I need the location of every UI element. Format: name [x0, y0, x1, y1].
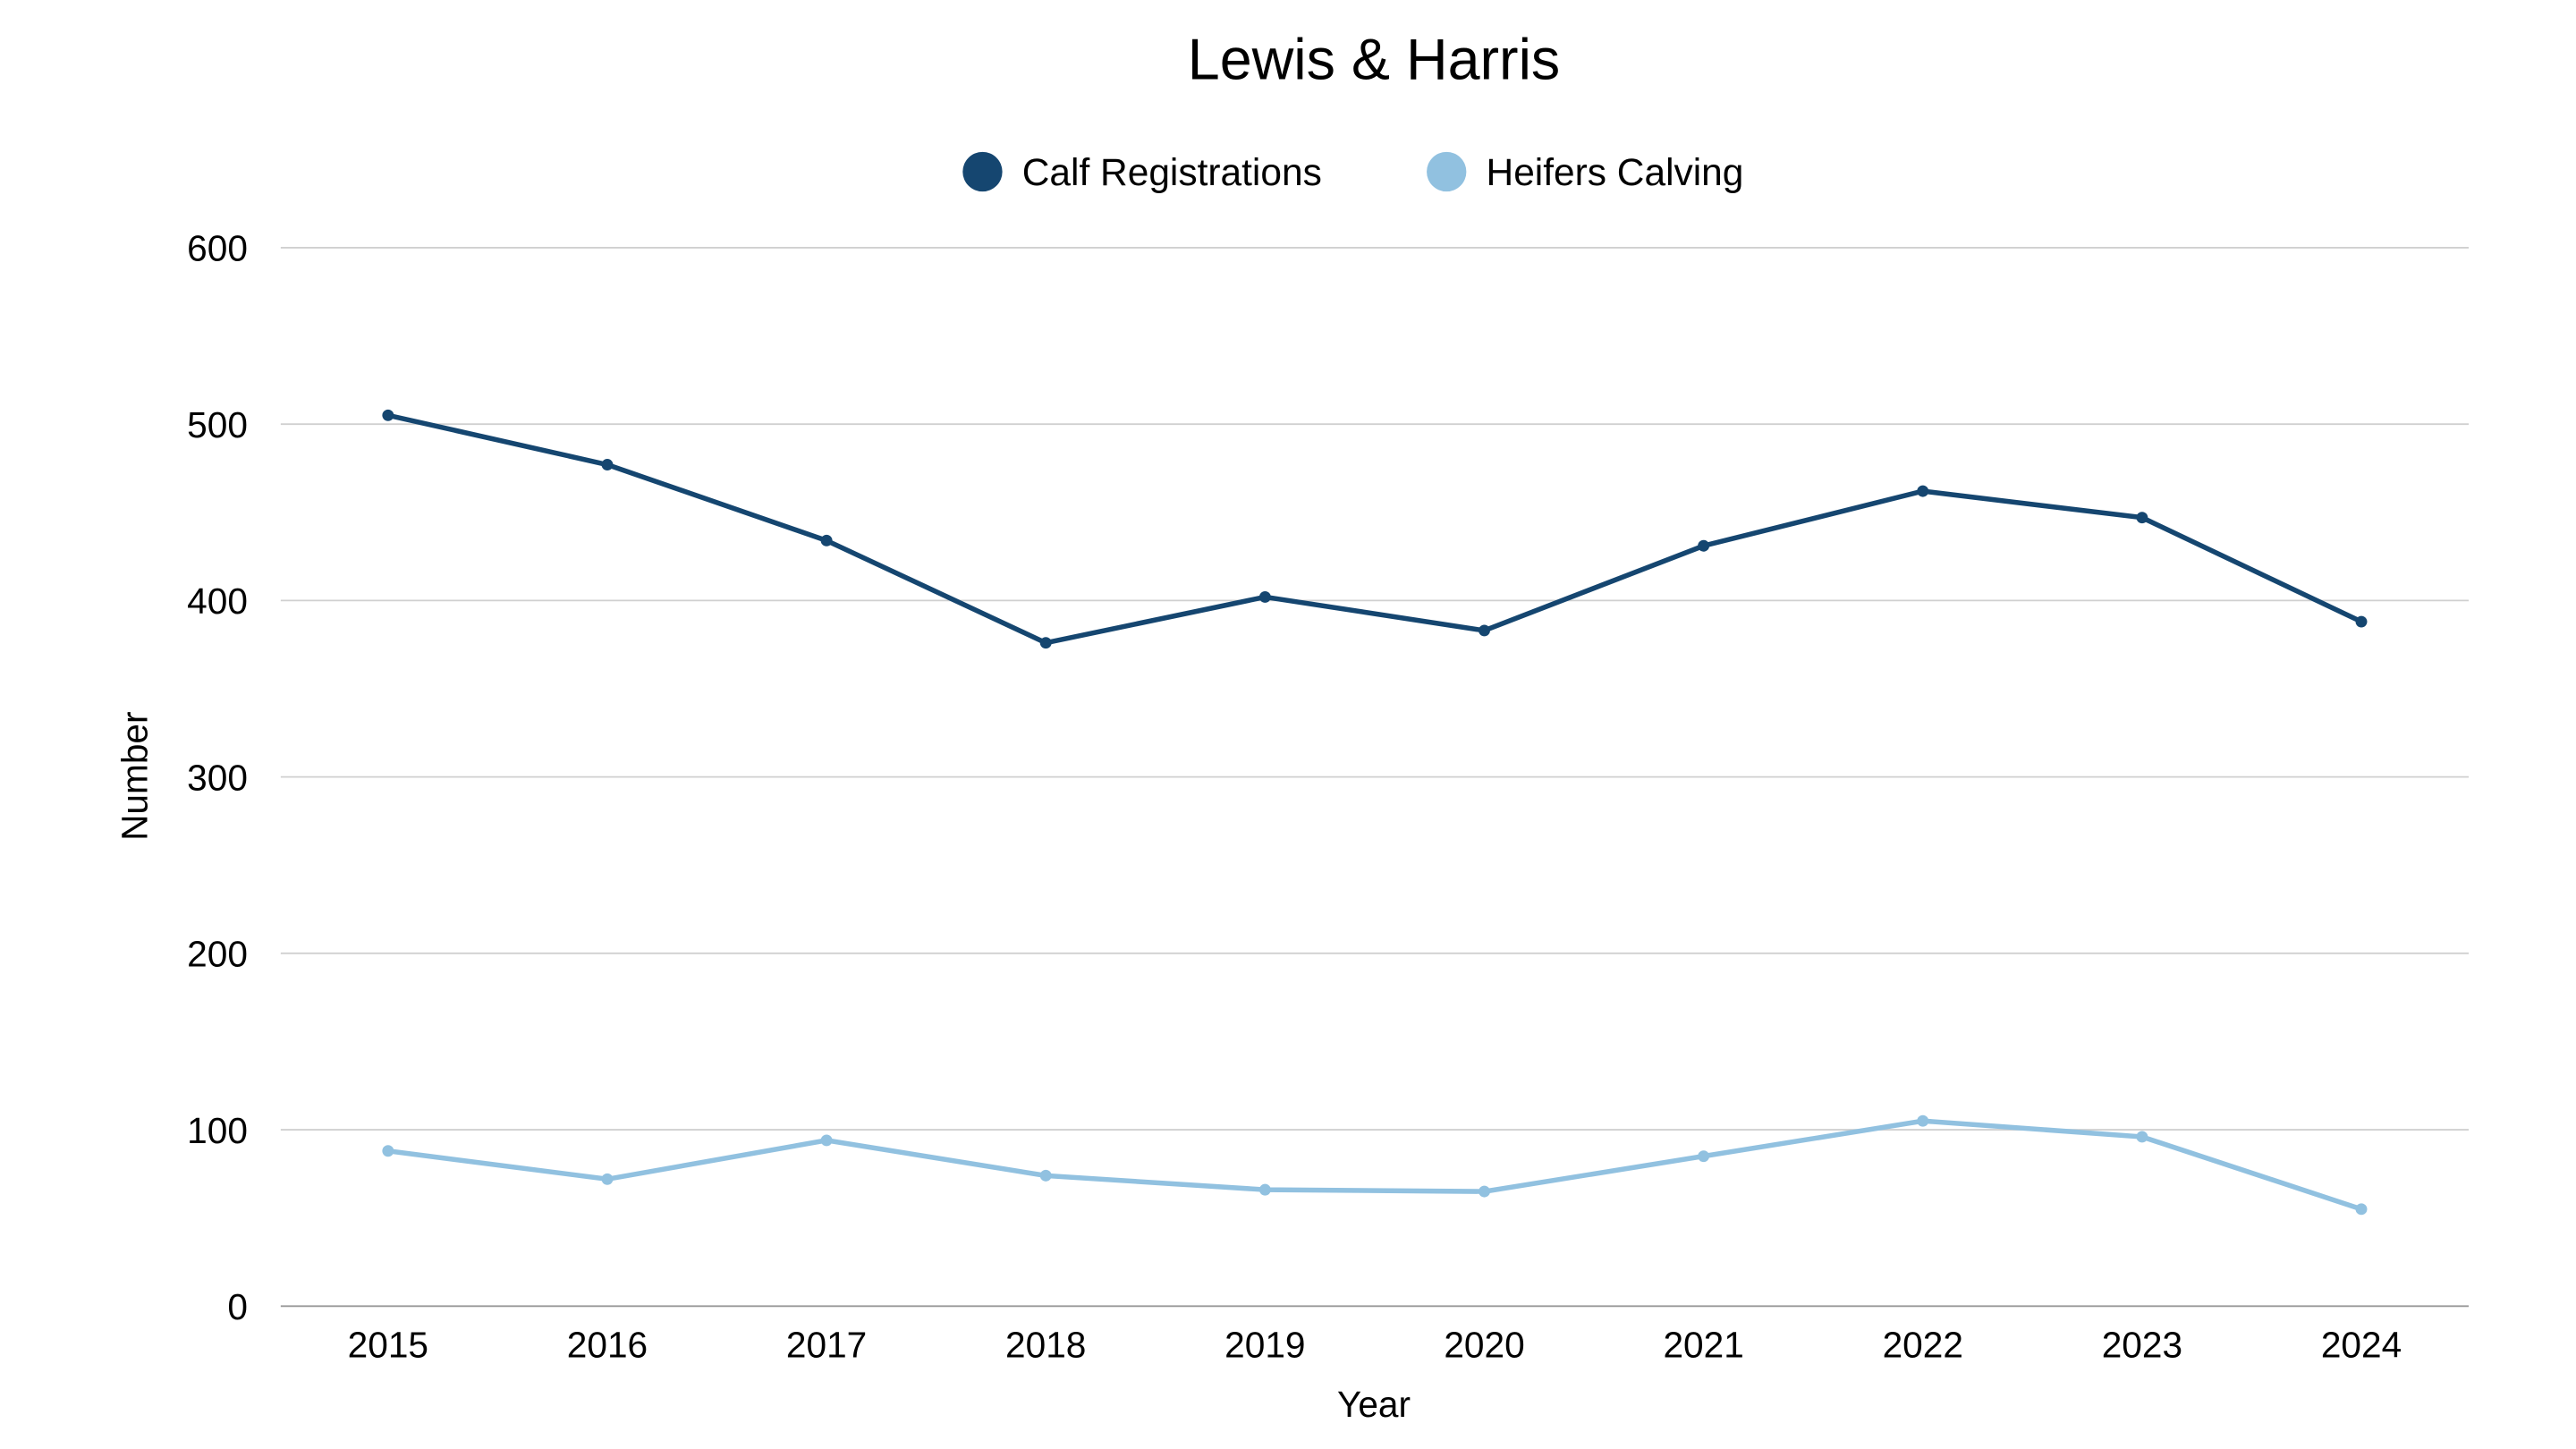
- data-point: [1917, 485, 1929, 497]
- legend-item: Calf Registrations: [962, 151, 1322, 193]
- x-tick-label: 2018: [1005, 1325, 1086, 1366]
- data-point: [2136, 512, 2148, 524]
- data-point: [1479, 1185, 1490, 1198]
- data-point: [820, 1134, 833, 1147]
- x-tick-label: 2023: [2102, 1325, 2182, 1366]
- y-axis-label: Number: [114, 711, 155, 840]
- data-point: [382, 1145, 394, 1157]
- legend-label: Calf Registrations: [1022, 151, 1322, 193]
- data-point: [2355, 615, 2368, 628]
- data-point: [2355, 1203, 2368, 1216]
- data-point: [601, 459, 614, 470]
- data-point: [1258, 590, 1271, 603]
- data-point: [1039, 1169, 1052, 1182]
- series-line: [387, 412, 2363, 646]
- legend-item: Heifers Calving: [1427, 151, 1743, 193]
- legend-marker: [962, 151, 1003, 192]
- y-tick-label: 100: [187, 1110, 248, 1151]
- data-point: [1698, 1150, 1710, 1163]
- x-tick-label: 2019: [1224, 1325, 1305, 1366]
- legend: Calf Registrations Heifers Calving: [962, 151, 1743, 193]
- y-tick-label: 600: [187, 228, 248, 269]
- data-point: [2136, 1131, 2148, 1143]
- legend-marker: [1427, 151, 1467, 192]
- series-heifers-calving: [382, 1114, 2368, 1216]
- x-tick-label: 2016: [567, 1325, 648, 1366]
- x-tick-label: 2017: [786, 1325, 867, 1366]
- series-line: [387, 1118, 2362, 1212]
- x-tick-label: 2024: [2321, 1325, 2402, 1366]
- y-tick-label: 500: [187, 404, 248, 445]
- data-point: [820, 534, 833, 547]
- x-tick-label: 2021: [1663, 1325, 1743, 1366]
- y-tick-label: 400: [187, 580, 248, 622]
- chart-title: Lewis & Harris: [1188, 28, 1560, 92]
- data-point: [1698, 539, 1710, 552]
- data-point: [601, 1173, 614, 1185]
- data-point: [1039, 637, 1052, 649]
- y-tick-label: 0: [227, 1286, 248, 1327]
- x-tick-label: 2015: [348, 1325, 428, 1366]
- data-point: [1479, 624, 1490, 637]
- data-point: [1258, 1183, 1271, 1196]
- data-point: [382, 409, 394, 421]
- series-calf-registrations: [382, 409, 2368, 649]
- legend-label: Heifers Calving: [1487, 151, 1744, 193]
- x-axis-label: Year: [1337, 1384, 1411, 1425]
- x-tick-label: 2022: [1883, 1325, 1963, 1366]
- y-tick-label: 200: [187, 934, 248, 975]
- data-point: [1917, 1114, 1929, 1127]
- x-tick-label: 2020: [1444, 1325, 1524, 1366]
- y-tick-label: 300: [187, 757, 248, 798]
